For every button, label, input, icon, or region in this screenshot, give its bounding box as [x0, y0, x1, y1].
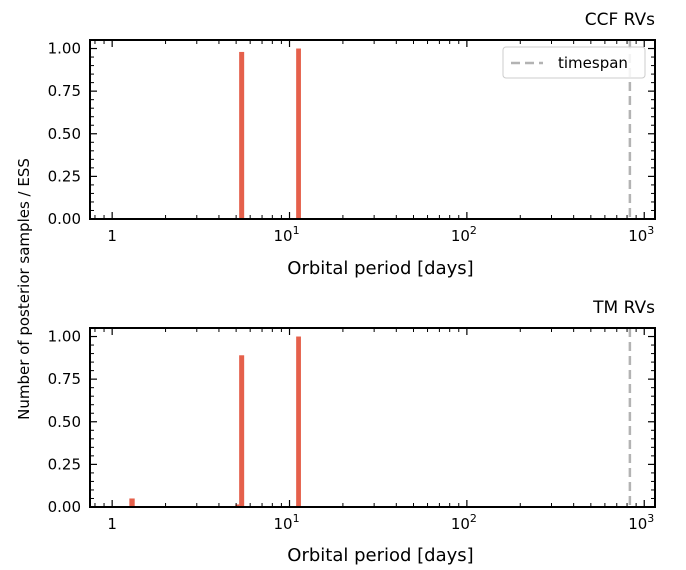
legend-label-timespan: timespan — [558, 54, 628, 72]
x-tick-label: 102 — [451, 512, 477, 533]
subplot-1: CCF RVs 0.00 0.25 0.50 0.75 1.00 1 101 102 103 Orb… — [48, 10, 656, 279]
y-tick-label: 0.50 — [48, 413, 81, 431]
y-tick-label: 0.75 — [48, 370, 81, 388]
x-tick-label: 103 — [628, 512, 654, 533]
y-tick-label: 0.50 — [48, 125, 81, 143]
x-tick-label: 102 — [451, 224, 477, 245]
subplot-title: CCF RVs — [585, 10, 655, 30]
y-tick-label: 1.00 — [48, 40, 81, 58]
subplot-title: TM RVs — [592, 298, 655, 318]
y-tick-label: 0.25 — [48, 455, 81, 473]
histogram-bar — [239, 51, 245, 219]
x-tick-label: 103 — [628, 224, 654, 245]
x-axis-label: Orbital period [days] — [287, 258, 473, 279]
histogram-bar — [239, 355, 245, 507]
histogram-bar — [296, 336, 301, 507]
y-tick-label: 0.00 — [48, 498, 81, 516]
y-tick-label: 0.00 — [48, 210, 81, 228]
histogram-bar — [296, 48, 301, 220]
x-tick-label: 1 — [107, 227, 117, 245]
y-tick-label: 0.25 — [48, 167, 81, 185]
subplot-2: TM RVs 0.00 0.25 0.50 0.75 1.00 1 101 102 103 Orbi… — [48, 298, 656, 566]
y-tick-label: 1.00 — [48, 328, 81, 346]
plot-frame — [89, 327, 656, 508]
x-axis-label: Orbital period [days] — [287, 545, 473, 566]
legend: timespan — [502, 46, 646, 79]
x-tick-label: 1 — [107, 515, 117, 533]
legend-box — [502, 46, 646, 79]
shared-y-axis-label: Number of posterior samples / ESS — [15, 158, 33, 420]
plot-frame — [89, 39, 656, 220]
y-tick-label: 0.75 — [48, 82, 81, 100]
histogram-bar — [129, 498, 135, 507]
x-tick-label: 101 — [273, 512, 299, 533]
x-tick-label: 101 — [273, 224, 299, 245]
histogram-bar — [235, 504, 240, 507]
